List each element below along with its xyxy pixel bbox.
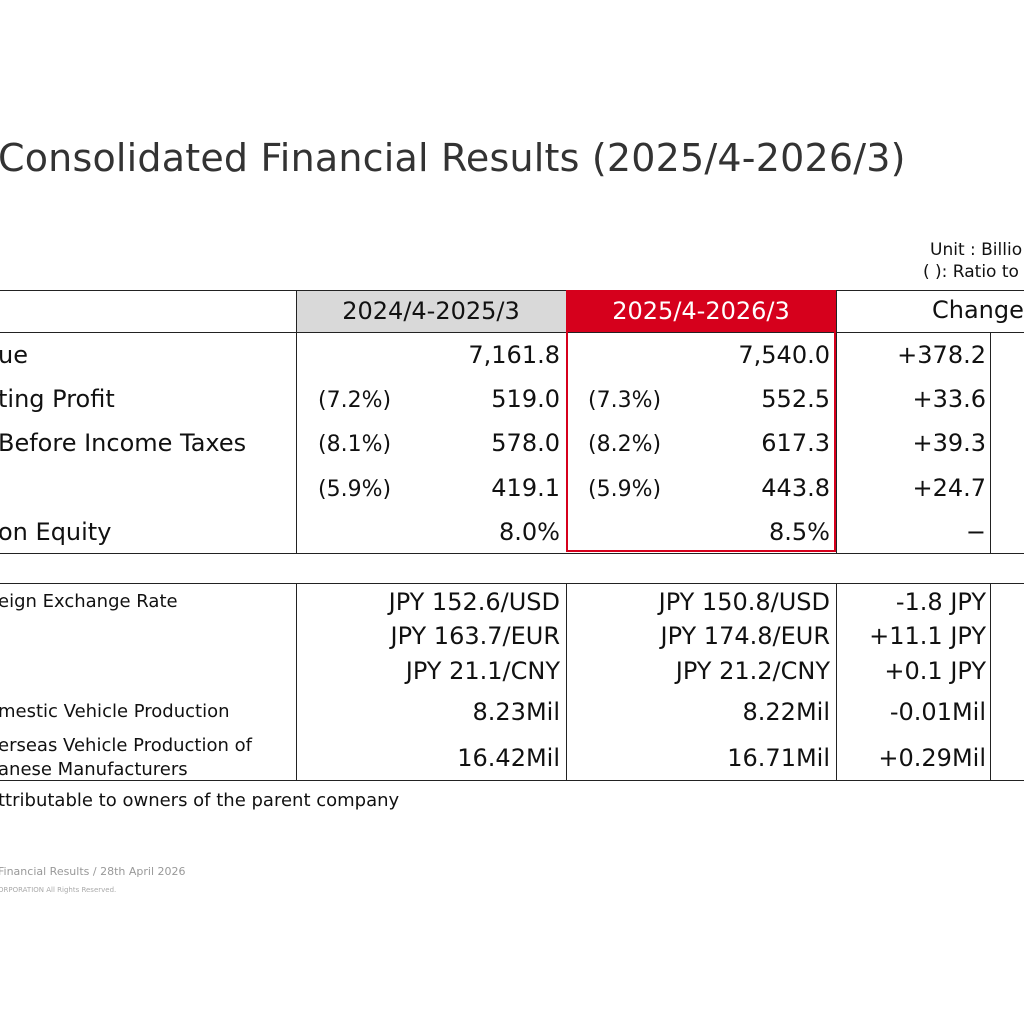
row-curr-operating: 552.5 bbox=[761, 385, 830, 413]
footer-date: Financial Results / 28th April 2026 bbox=[0, 865, 186, 878]
row-change-roe: − bbox=[965, 518, 986, 546]
overseas-change: +0.29Mil bbox=[878, 744, 986, 772]
row-label-operating: ting Profit bbox=[0, 385, 115, 413]
overseas-label-line2: anese Manufacturers bbox=[0, 759, 188, 780]
row-curr-revenue: 7,540.0 bbox=[738, 341, 830, 369]
col2-divider-3 bbox=[836, 583, 837, 781]
fx-change-eur: +11.1 JPY bbox=[869, 622, 986, 650]
fx-curr-cny: JPY 21.2/CNY bbox=[675, 657, 830, 685]
rule-block1-bottom bbox=[0, 553, 1024, 554]
row-prevpct-operating: (7.2%) bbox=[318, 388, 392, 413]
rule-header-bottom bbox=[0, 332, 1024, 333]
row-curr-pretax: 617.3 bbox=[761, 429, 830, 457]
col2-divider-4 bbox=[990, 583, 991, 781]
row-change-netincome: +24.7 bbox=[912, 474, 986, 502]
col2-divider-2 bbox=[566, 583, 567, 781]
row-prev-operating: 519.0 bbox=[491, 385, 560, 413]
row-prev-revenue: 7,161.8 bbox=[468, 341, 560, 369]
header-curr: 2025/4-2026/3 bbox=[612, 297, 790, 325]
domestic-label: mestic Vehicle Production bbox=[0, 701, 230, 722]
domestic-curr: 8.22Mil bbox=[742, 698, 830, 726]
overseas-label-line1: erseas Vehicle Production of bbox=[0, 735, 252, 756]
fx-label: eign Exchange Rate bbox=[0, 591, 178, 612]
footnote: ttributable to owners of the parent comp… bbox=[0, 790, 400, 811]
fx-curr-eur: JPY 174.8/EUR bbox=[660, 622, 830, 650]
rule-block2-top bbox=[0, 583, 1024, 584]
fx-prev-usd: JPY 152.6/USD bbox=[388, 588, 560, 616]
ratio-note: ( ): Ratio to bbox=[923, 262, 1019, 282]
fx-curr-usd: JPY 150.8/USD bbox=[658, 588, 830, 616]
row-currpct-netincome: (5.9%) bbox=[588, 477, 662, 502]
footer-copyright: ORPORATION All Rights Reserved. bbox=[0, 886, 117, 894]
unit-note: Unit : Billio bbox=[930, 240, 1023, 260]
row-curr-roe: 8.5% bbox=[769, 518, 830, 546]
fx-prev-eur: JPY 163.7/EUR bbox=[390, 622, 560, 650]
rule-top bbox=[0, 290, 1024, 291]
domestic-prev: 8.23Mil bbox=[472, 698, 560, 726]
row-prev-pretax: 578.0 bbox=[491, 429, 560, 457]
row-label-roe: on Equity bbox=[0, 518, 112, 546]
row-label-revenue: ue bbox=[0, 341, 28, 369]
col2-divider-1 bbox=[296, 583, 297, 781]
row-change-operating: +33.6 bbox=[912, 385, 986, 413]
page-title: Consolidated Financial Results (2025/4-2… bbox=[0, 136, 906, 180]
fx-change-cny: +0.1 JPY bbox=[884, 657, 986, 685]
row-change-pretax: +39.3 bbox=[912, 429, 986, 457]
fx-prev-cny: JPY 21.1/CNY bbox=[405, 657, 560, 685]
row-curr-netincome: 443.8 bbox=[761, 474, 830, 502]
header-prev-bg bbox=[296, 290, 566, 332]
row-prev-netincome: 419.1 bbox=[491, 474, 560, 502]
row-prev-roe: 8.0% bbox=[499, 518, 560, 546]
row-change-revenue: +378.2 bbox=[897, 341, 986, 369]
header-prev: 2024/4-2025/3 bbox=[342, 297, 520, 325]
current-period-highlight bbox=[566, 290, 836, 552]
col-divider-4 bbox=[990, 332, 991, 554]
row-currpct-pretax: (8.2%) bbox=[588, 432, 662, 457]
fx-change-usd: -1.8 JPY bbox=[895, 588, 986, 616]
col-divider-3 bbox=[836, 290, 837, 554]
row-currpct-operating: (7.3%) bbox=[588, 388, 662, 413]
overseas-prev: 16.42Mil bbox=[457, 744, 560, 772]
header-change: Change bbox=[932, 296, 1024, 324]
col-divider-1 bbox=[296, 290, 297, 554]
header-curr-bg bbox=[566, 290, 836, 332]
domestic-change: -0.01Mil bbox=[889, 698, 986, 726]
row-label-pretax: Before Income Taxes bbox=[0, 429, 247, 457]
overseas-curr: 16.71Mil bbox=[727, 744, 830, 772]
row-prevpct-netincome: (5.9%) bbox=[318, 477, 392, 502]
row-prevpct-pretax: (8.1%) bbox=[318, 432, 392, 457]
rule-block2-bottom bbox=[0, 780, 1024, 781]
